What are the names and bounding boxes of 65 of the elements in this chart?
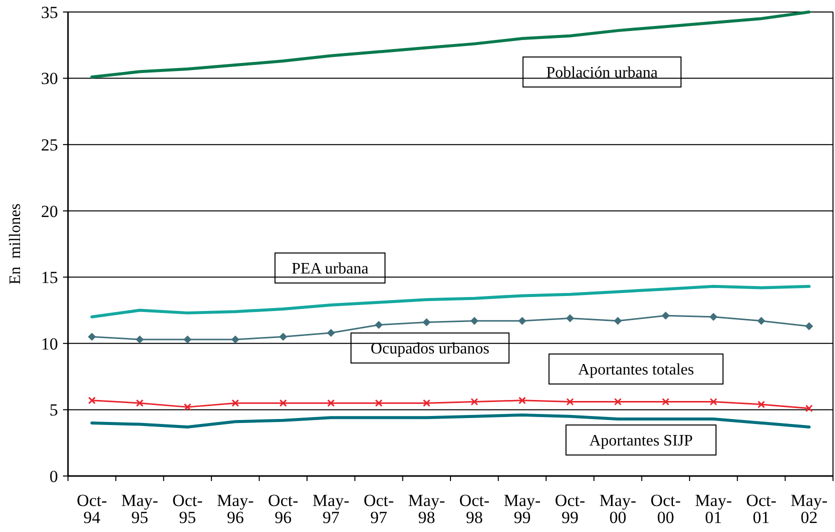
- point: [422, 318, 431, 326]
- point: [279, 399, 287, 407]
- point: [518, 316, 526, 325]
- x-tick-label: May-96: [216, 491, 254, 527]
- y-tick-label: 15: [41, 268, 58, 288]
- x-tick-label: Oct-99: [554, 491, 586, 527]
- series-label: Población urbana: [546, 64, 658, 82]
- y-tick-label: 5: [50, 400, 58, 420]
- point: [327, 399, 335, 407]
- point: [662, 398, 670, 406]
- x-tick-label: Oct-01: [746, 491, 777, 527]
- y-tick-label: 35: [41, 2, 58, 22]
- x-tick-label: May-97: [312, 491, 350, 527]
- x-tick-label: Oct-00: [650, 491, 682, 527]
- point: [566, 314, 574, 322]
- y-tick-label: 0: [50, 466, 58, 486]
- x-tick-label: Oct-94: [76, 491, 108, 527]
- point: [710, 398, 718, 406]
- point: [470, 316, 478, 325]
- x-tick-label: Oct-97: [364, 491, 394, 527]
- point: [422, 399, 430, 407]
- series-label: Ocupados urbanos: [370, 340, 490, 358]
- point: [88, 396, 96, 404]
- point: [232, 399, 240, 407]
- point: [375, 399, 383, 407]
- y-tick-label: 10: [41, 334, 58, 354]
- x-tick-label: Oct-95: [172, 491, 203, 527]
- x-tick-label: May-99: [504, 491, 541, 527]
- point: [709, 312, 718, 321]
- y-axis-title: En millones: [7, 204, 24, 284]
- y-tick-label: 25: [41, 136, 58, 155]
- y-tick-label: 30: [41, 69, 58, 88]
- point: [470, 398, 478, 406]
- x-tick-label: May-00: [599, 491, 637, 527]
- point: [518, 396, 526, 404]
- x-tick-label: May-01: [695, 491, 732, 527]
- point: [136, 399, 144, 407]
- point: [758, 400, 766, 408]
- point: [136, 335, 144, 344]
- point: [279, 332, 288, 341]
- point: [88, 332, 96, 341]
- x-tick-label: May-95: [121, 491, 158, 527]
- point: [566, 398, 574, 406]
- x-tick-label: May-02: [790, 491, 828, 527]
- x-tick-label: Oct-98: [459, 491, 490, 527]
- point: [184, 335, 192, 344]
- line-series: [90, 284, 811, 318]
- point: [374, 320, 383, 329]
- point: [662, 312, 670, 320]
- line-series: [90, 10, 811, 78]
- point: [231, 335, 240, 344]
- point: [614, 316, 622, 325]
- point: [614, 398, 622, 406]
- line-series: [90, 414, 811, 428]
- point: [805, 404, 813, 412]
- x-tick-label: May-98: [408, 491, 446, 527]
- series-label: Aportantes SIJP: [589, 432, 693, 450]
- point: [184, 403, 192, 411]
- series-label: PEA urbana: [292, 260, 368, 278]
- series-label: Aportantes totales: [578, 362, 694, 379]
- point: [326, 328, 335, 337]
- point: [805, 322, 814, 330]
- x-tick-label: Oct-96: [268, 491, 299, 527]
- y-tick-label: 20: [41, 202, 58, 221]
- point: [757, 316, 766, 325]
